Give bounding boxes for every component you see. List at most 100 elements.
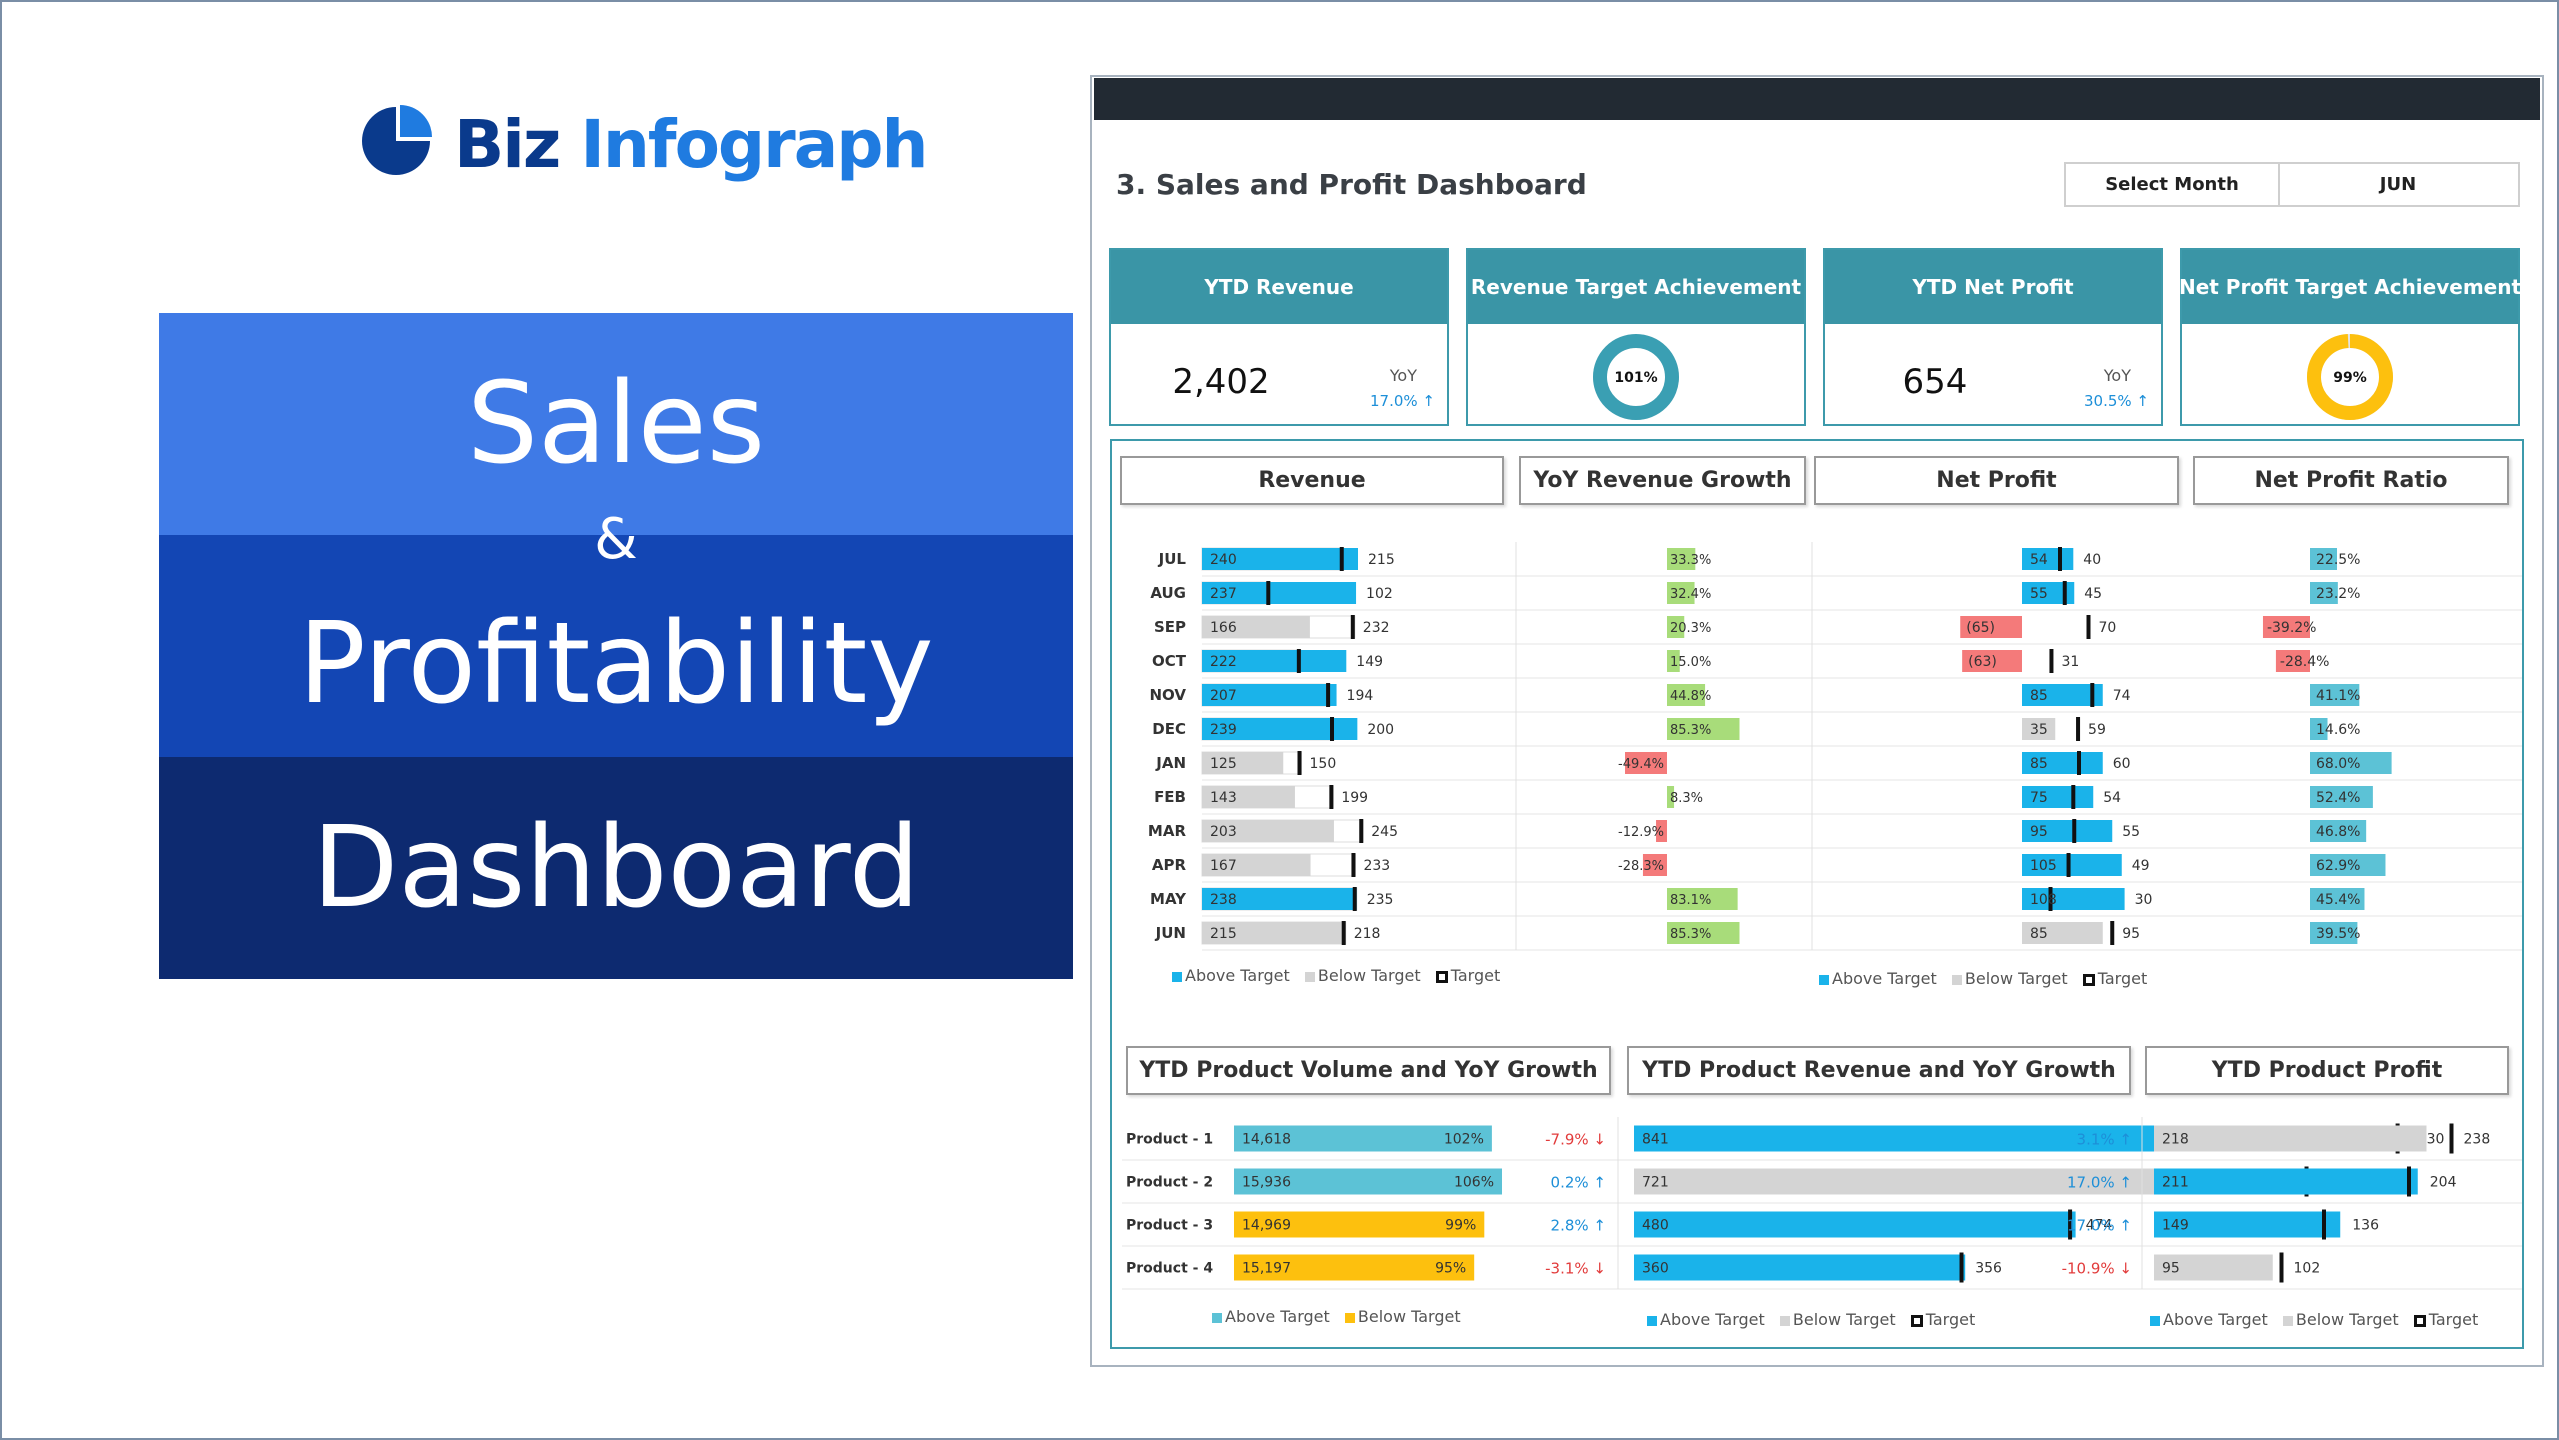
product-profit-target-marker [2449,1123,2454,1154]
gauge-label: 99% [2333,370,2367,386]
product-profit-target-value: 136 [2352,1218,2379,1234]
monthly-charts: JUL 240 215 33.3% 54 40 22.5% AUG 237 102 32.4% 55 4… [1148,542,2522,951]
legend-target-swatch [1435,970,1448,983]
volume-bar [1234,1211,1485,1238]
legend-below-swatch [2282,1315,2293,1326]
growth-value: -12.9% [1618,825,1664,840]
net-profit-gauge: 99% [2307,334,2393,420]
net-profit-target-value: 30 [2135,892,2153,908]
month-label: JUL [1158,550,1187,568]
month-label: AUG [1150,584,1186,602]
revenue-target-marker [1326,683,1331,707]
volume-yoy: 2.8% ↑ [1551,1217,1606,1235]
growth-bar [1667,582,1695,604]
product-revenue-yoy: 3.1% ↑ [2077,1131,2132,1149]
revenue-target-marker [1359,819,1364,843]
net-profit-bar [1960,616,2022,638]
legend-target-swatch [2082,973,2095,986]
legend-above-swatch [1647,1315,1657,1326]
net-profit-bar [2022,888,2125,910]
volume-bar [1234,1168,1502,1195]
legend-below: Below Target [1317,966,1421,985]
legend-target: Target [2428,1310,2479,1329]
net-profit-value: 54 [2030,552,2048,568]
volume-bar [1234,1254,1475,1281]
revenue-bar [1202,684,1337,706]
kpi-yoy-label: YoY [1389,366,1417,385]
month-label: NOV [1149,686,1186,704]
net-profit-target-value: 70 [2099,620,2117,636]
growth-value: 44.8% [1670,689,1711,704]
ratio-value: 46.8% [2316,824,2360,840]
product-label: Product - 3 [1126,1218,1213,1234]
revenue-target-marker [1297,751,1302,775]
ratio-value: 41.1% [2316,688,2360,704]
section-header-yoy-growth: YoY Revenue Growth [1519,456,1806,505]
net-profit-target-marker [2058,547,2062,571]
net-profit-value: (63) [1968,654,1997,670]
volume-yoy: -3.1% ↓ [1545,1260,1606,1278]
ratio-value: -39.2% [2267,620,2317,636]
growth-bar [1667,548,1696,570]
kpi-ytd-revenue: YTD Revenue 2,402 YoY 17.0% ↑ [1109,248,1449,426]
revenue-target-value: 199 [1341,790,1368,806]
net-profit-target-value: 95 [2122,926,2140,942]
net-profit-target-value: 60 [2113,756,2131,772]
section-header-product-volume: YTD Product Volume and YoY Growth [1126,1046,1611,1095]
legend-product-volume: Above Target Below Target [1212,1307,1461,1326]
ratio-bar [2310,684,2360,706]
month-label: MAY [1150,890,1187,908]
revenue-target-value: 102 [1366,586,1393,602]
revenue-target-marker [1330,717,1334,741]
revenue-value: 207 [1210,688,1237,704]
growth-bar [1667,786,1675,808]
revenue-target-value: 218 [1354,926,1381,942]
ratio-value: 14.6% [2316,722,2360,738]
kpi-value: 2,402 [1172,362,1270,402]
ratio-value: 22.5% [2316,552,2360,568]
growth-bar [1667,650,1680,672]
revenue-target-marker [1341,921,1346,945]
net-profit-target-marker [2090,683,2095,707]
section-header-net-profit: Net Profit [1814,456,2179,505]
ratio-bar [2310,786,2373,808]
revenue-value: 125 [1210,756,1237,772]
product-revenue-target-marker [1959,1252,1964,1283]
product-revenue-target-value: 474 [2086,1218,2113,1234]
revenue-value: 203 [1210,824,1237,840]
net-profit-value: 85 [2030,688,2048,704]
ratio-bar [2275,650,2310,672]
net-profit-target-value: 40 [2083,552,2101,568]
net-profit-value: 55 [2030,586,2048,602]
revenue-target-marker [1296,649,1301,673]
revenue-bar [1202,650,1347,672]
ratio-value: 45.4% [2316,892,2360,908]
net-profit-target-value: 55 [2122,824,2140,840]
net-profit-value: 85 [2030,926,2048,942]
month-select[interactable]: JUN [2278,162,2520,207]
legend-below: Below Target [2295,1310,2399,1329]
brand-logo-text: Biz Infograph [454,106,929,183]
growth-bar [1625,752,1667,774]
net-profit-bar [2022,684,2103,706]
revenue-value: 215 [1210,926,1237,942]
pie-logo-icon [362,105,432,175]
ratio-bar [2310,718,2328,740]
volume-pct: 106% [1454,1175,1494,1191]
product-profit-value: 149 [2162,1218,2189,1234]
product-label: Product - 1 [1126,1132,1213,1148]
legend-below-swatch [1304,971,1315,982]
product-revenue-value: 360 [1642,1261,1669,1277]
net-profit-target-marker [2049,649,2054,673]
kpi-net-profit-target-achievement: Net Profit Target Achievement 99% [2179,248,2521,426]
kpi-title: Revenue Target Achievement [1468,250,1804,324]
section-header-net-profit-ratio: Net Profit Ratio [2193,456,2509,505]
net-profit-target-marker [2086,615,2091,639]
legend-revenue: Above Target Below Target Target [1172,966,1500,985]
net-profit-target-value: 45 [2084,586,2102,602]
net-profit-bar [2022,582,2075,604]
legend-above-swatch [2150,1315,2160,1326]
product-revenue-target-value: 356 [1975,1261,2002,1277]
product-revenue-yoy: 17.0% ↑ [2067,1217,2132,1235]
